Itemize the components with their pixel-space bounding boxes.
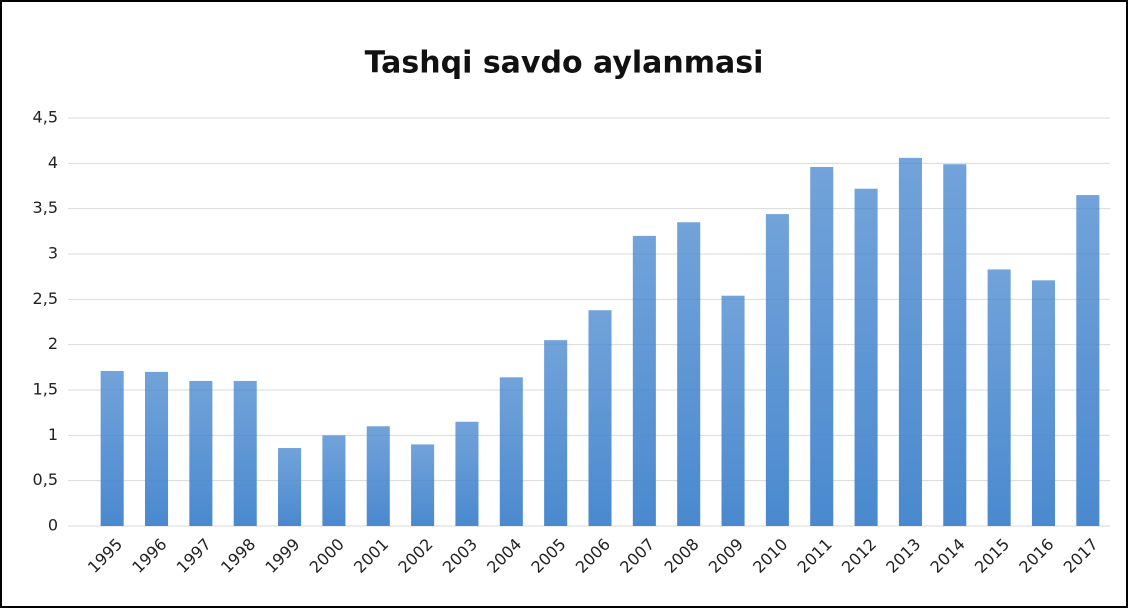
bar [322,435,346,526]
y-tick-label: 4,5 [33,108,58,127]
chart-title: Tashqi savdo aylanmasi [365,46,764,81]
bar [721,295,745,526]
bar [677,222,701,526]
y-tick-label: 2,5 [33,289,58,308]
bar [1031,280,1056,526]
bar [632,235,656,526]
bar [1076,195,1100,527]
y-tick-label: 1 [48,425,58,444]
bar [943,164,967,527]
bar [100,370,124,526]
bar [987,269,1011,526]
bar [810,166,834,526]
bar [854,188,878,526]
y-tick-label: 3 [48,244,58,263]
bar [278,448,302,526]
y-tick-label: 0,5 [33,470,58,489]
bar [233,380,257,526]
bar [588,310,612,526]
bar [544,340,568,526]
bar [898,157,922,527]
bar [189,380,213,526]
bar [144,371,169,526]
bar [765,214,789,526]
bar [455,421,479,526]
bar [499,377,523,526]
y-tick-label: 1,5 [33,380,58,399]
y-tick-label: 4 [48,153,58,172]
y-tick-label: 2 [48,334,58,353]
y-tick-label: 0 [48,516,58,535]
y-tick-label: 3,5 [33,198,58,217]
bar [366,426,390,526]
bar [411,444,435,526]
